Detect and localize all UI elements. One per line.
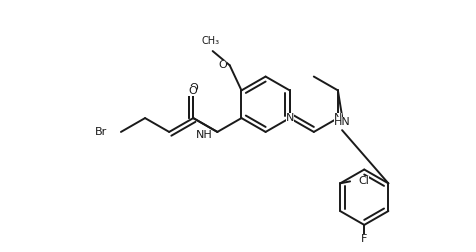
Text: N: N — [334, 113, 342, 123]
Text: CH₃: CH₃ — [202, 36, 220, 46]
Text: O: O — [218, 60, 227, 70]
Text: NH: NH — [196, 130, 212, 140]
Text: Cl: Cl — [358, 176, 369, 186]
Text: O: O — [188, 86, 197, 96]
Text: N: N — [286, 113, 294, 123]
Text: F: F — [361, 234, 367, 244]
Text: HN: HN — [334, 117, 350, 127]
Text: Br: Br — [95, 127, 107, 137]
Text: O: O — [189, 83, 198, 93]
